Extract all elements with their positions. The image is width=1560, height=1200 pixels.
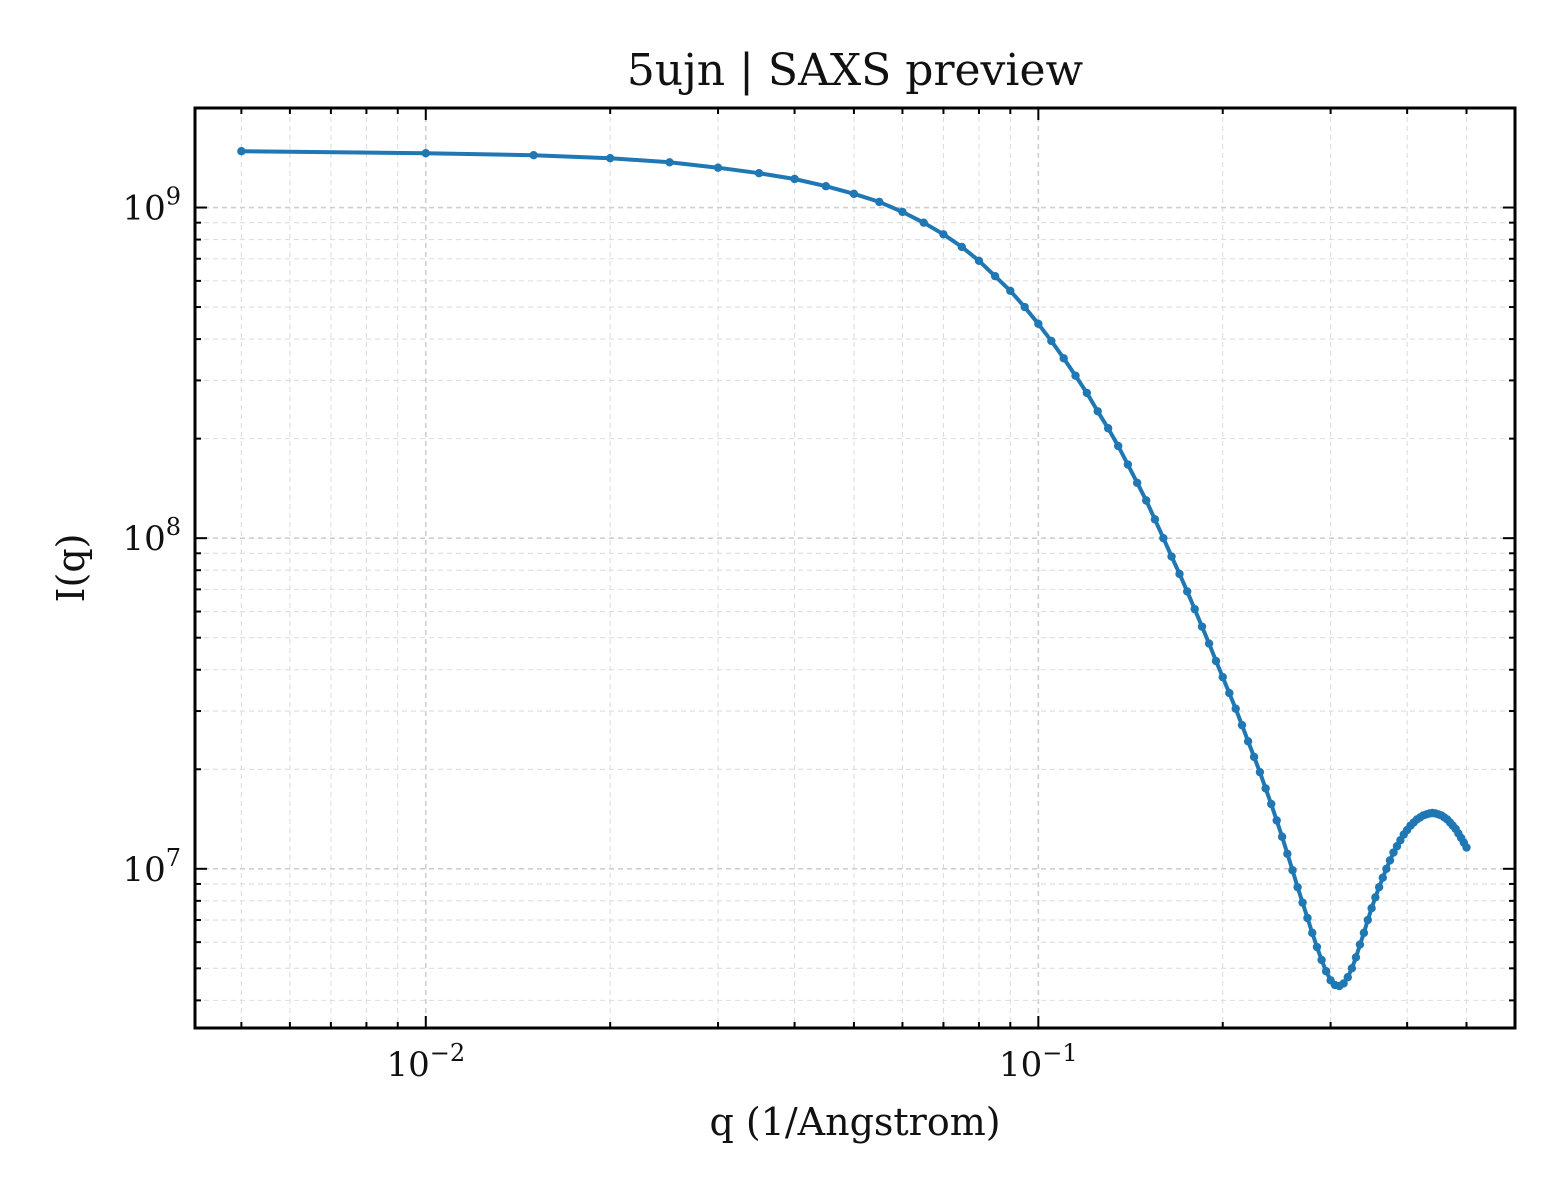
data-point xyxy=(1249,752,1259,762)
data-point xyxy=(1298,898,1307,907)
chart-title: 5ujn | SAXS preview xyxy=(627,45,1084,96)
data-point xyxy=(1367,904,1376,913)
data-point xyxy=(1255,767,1265,777)
data-point xyxy=(421,148,430,158)
data-point xyxy=(1071,371,1080,380)
series-group xyxy=(237,147,1471,991)
data-point xyxy=(1183,587,1192,596)
y-tick-label: 108 xyxy=(122,513,181,559)
x-axis-label: q (1/Angstrom) xyxy=(709,1100,1000,1144)
data-point xyxy=(1231,704,1240,713)
axis-ticks xyxy=(195,107,1515,1028)
data-point xyxy=(1363,915,1372,925)
data-point xyxy=(990,271,1000,281)
data-point xyxy=(1355,940,1365,949)
data-point xyxy=(1190,604,1199,614)
data-point xyxy=(1211,656,1221,666)
data-point xyxy=(1175,569,1184,579)
data-point xyxy=(1159,533,1168,543)
data-point xyxy=(919,218,928,227)
data-point xyxy=(1267,799,1276,809)
data-point xyxy=(1093,407,1102,416)
x-tick-label: 10−2 xyxy=(386,1039,465,1085)
data-point xyxy=(1237,720,1247,730)
data-point xyxy=(1132,478,1142,488)
data-point xyxy=(1197,622,1207,631)
data-point xyxy=(1374,882,1384,892)
data-point xyxy=(1034,319,1043,328)
data-point xyxy=(1389,848,1398,857)
y-tick-label: 109 xyxy=(122,183,181,229)
data-point xyxy=(939,230,948,239)
data-point xyxy=(1288,866,1297,875)
data-point xyxy=(1103,424,1113,433)
data-point xyxy=(1123,460,1133,469)
plot-frame xyxy=(193,106,1517,1030)
grid xyxy=(195,107,1515,1028)
data-point xyxy=(1277,832,1287,841)
data-point xyxy=(1047,336,1056,346)
data-point xyxy=(1351,953,1361,962)
data-point xyxy=(1378,873,1387,882)
tick-labels: 10−2 10−1 107 108 109 xyxy=(122,183,1077,1085)
data-point xyxy=(1272,816,1281,825)
data-point xyxy=(1283,849,1292,859)
data-point xyxy=(605,153,615,163)
data-point xyxy=(974,256,984,266)
data-point xyxy=(849,189,859,199)
data-point xyxy=(898,207,907,217)
data-point xyxy=(821,182,831,191)
data-point xyxy=(1293,882,1302,892)
data-point xyxy=(1150,515,1160,524)
data-point xyxy=(1167,552,1176,561)
data-point xyxy=(1082,388,1092,398)
y-tick-label: 107 xyxy=(122,844,181,890)
data-point xyxy=(1382,864,1391,874)
data-point xyxy=(1218,672,1227,682)
data-point xyxy=(1142,496,1151,505)
data-point xyxy=(875,197,884,207)
data-point xyxy=(665,158,674,167)
data-point xyxy=(1006,286,1015,295)
data-point xyxy=(1308,928,1317,938)
data-point xyxy=(1343,973,1352,982)
data-point xyxy=(754,169,764,178)
x-tick-label: 10−1 xyxy=(999,1039,1078,1085)
data-point xyxy=(1462,843,1471,852)
data-point xyxy=(1204,639,1214,648)
data-point xyxy=(1317,955,1326,965)
data-point xyxy=(1225,688,1234,698)
data-point xyxy=(1059,354,1068,363)
data-point xyxy=(1020,302,1029,312)
data-point xyxy=(1347,964,1357,973)
data-point xyxy=(1261,784,1270,793)
data-point xyxy=(529,150,538,160)
data-point xyxy=(1321,967,1331,976)
data-point xyxy=(1339,979,1348,988)
data-point xyxy=(237,147,246,156)
data-point xyxy=(790,174,799,184)
data-point xyxy=(1243,737,1253,746)
data-point xyxy=(1385,856,1395,865)
data-point xyxy=(713,163,723,172)
data-point xyxy=(1303,913,1312,923)
data-point xyxy=(1359,928,1369,938)
data-point xyxy=(957,242,967,252)
data-point xyxy=(1312,942,1322,952)
y-axis-label: I(q) xyxy=(49,534,93,603)
data-point xyxy=(1371,893,1380,902)
data-point xyxy=(1113,441,1123,451)
